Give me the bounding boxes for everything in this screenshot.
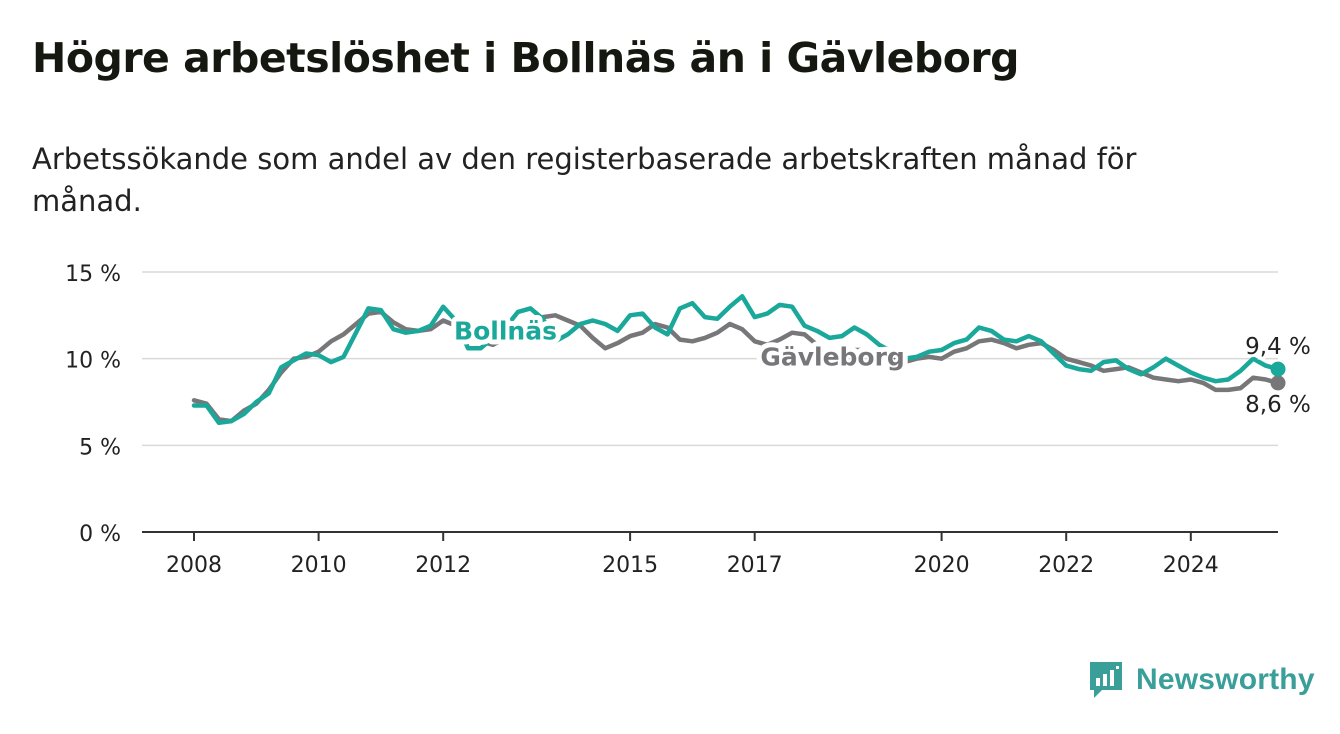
y-tick-label: 5 %	[79, 435, 121, 460]
chart-subtitle: Arbetssökande som andel av den registerb…	[32, 142, 1137, 218]
series-label-gavleborg: Gävleborg	[760, 343, 905, 372]
x-tick-label: 2012	[415, 553, 471, 578]
end-value-label-gavleborg: 8,6 %	[1245, 392, 1311, 418]
x-tick-label: 2015	[602, 553, 658, 578]
series-line-bollnas	[191, 294, 1281, 426]
x-tick-label: 2010	[291, 553, 347, 578]
x-tick-label: 2020	[914, 553, 970, 578]
y-tick-label: 15 %	[65, 262, 121, 287]
series-labels: Bollnäs Gävleborg 9,4 % 8,6 %	[449, 312, 1314, 421]
y-tick-label: 10 %	[65, 349, 121, 374]
newsworthy-logo-icon	[1090, 662, 1122, 698]
end-point-gavleborg	[1270, 375, 1286, 391]
y-axis-ticks: 0 % 5 % 10 % 15 %	[65, 262, 121, 547]
end-value-label-bollnas: 9,4 %	[1245, 334, 1311, 360]
x-axis-ticks: 2008 2010 2012 2015 2017 2020 2022 2024	[166, 532, 1219, 578]
series-label-bollnas: Bollnäs	[454, 317, 557, 346]
brand-name: Newsworthy	[1136, 663, 1315, 696]
end-point-bollnas	[1270, 361, 1286, 377]
gridlines	[142, 271, 1278, 533]
x-tick-label: 2017	[727, 553, 783, 578]
x-tick-label: 2024	[1163, 553, 1219, 578]
x-tick-label: 2022	[1038, 553, 1094, 578]
x-tick-label: 2008	[166, 553, 222, 578]
series-lines	[191, 294, 1286, 426]
y-tick-label: 0 %	[79, 522, 121, 547]
brand: Newsworthy	[1088, 660, 1315, 700]
chart-title: Högre arbetslöshet i Bollnäs än i Gävleb…	[32, 34, 1020, 82]
